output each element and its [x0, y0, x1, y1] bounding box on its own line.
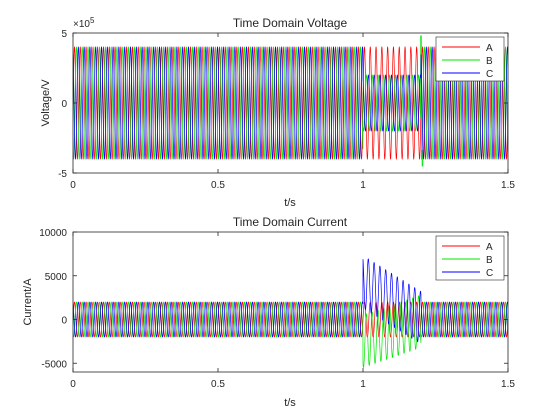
- c-series-line-b: [73, 295, 508, 368]
- v-legend-box: [435, 36, 505, 82]
- v-series-line-b: [73, 35, 508, 167]
- c-xtick-label: 1.5: [501, 379, 515, 390]
- current-legend: ABC: [435, 235, 505, 281]
- v-ytick-label: 0: [61, 99, 67, 110]
- c-legend-label-b: B: [486, 255, 493, 266]
- v-series-line-c: [73, 46, 508, 160]
- voltage-y-exponent-base: ×10: [73, 19, 90, 30]
- c-series-line-a: [73, 301, 508, 338]
- current-axes-box: [72, 231, 509, 373]
- voltage-ylabel: Voltage/V: [40, 79, 52, 127]
- v-ytick-label: 5: [61, 29, 67, 40]
- current-title: Time Domain Current: [233, 215, 348, 229]
- c-xtick-label: 1: [360, 379, 366, 390]
- voltage-y-exponent: ×105: [73, 16, 95, 30]
- c-legend-label-c: C: [486, 268, 493, 279]
- c-ytick-label: -5000: [41, 359, 67, 370]
- c-series-line-c: [73, 258, 508, 343]
- c-legend-label-a: A: [486, 242, 493, 253]
- c-xtick-label: 0: [70, 379, 76, 390]
- v-xtick-label: 0.5: [211, 180, 225, 191]
- current-ylabel: Current/A: [22, 278, 34, 326]
- current-xlabel: t/s: [284, 397, 296, 409]
- v-xtick-label: 0: [70, 180, 76, 191]
- c-legend-box: [435, 235, 505, 281]
- current-plot-area: [73, 232, 508, 372]
- current-series-group: [73, 258, 508, 368]
- voltage-series-group: [73, 35, 508, 167]
- voltage-legend: ABC: [435, 36, 505, 82]
- voltage-xlabel: t/s: [284, 197, 296, 209]
- v-series-line-a: [73, 46, 508, 160]
- voltage-chart: 0 0.5 1 1.5-505 Time Domain Voltage t/s Vol…: [40, 16, 515, 209]
- v-ytick-label: -5: [58, 169, 67, 180]
- c-xtick-label: 0.5: [211, 379, 225, 390]
- voltage-ticks: 0 0.5 1 1.5-505: [58, 29, 515, 191]
- v-legend-label-a: A: [486, 43, 493, 54]
- c-ytick-label: 10000: [39, 228, 67, 239]
- v-xtick-label: 1: [360, 180, 366, 191]
- voltage-y-exponent-power: 5: [90, 16, 95, 25]
- c-ytick-label: 0: [61, 316, 67, 327]
- c-ytick-label: 5000: [45, 272, 68, 283]
- v-xtick-label: 1.5: [501, 180, 515, 191]
- v-legend-label-b: B: [486, 56, 493, 67]
- v-legend-label-c: C: [486, 69, 493, 80]
- voltage-title: Time Domain Voltage: [233, 16, 348, 30]
